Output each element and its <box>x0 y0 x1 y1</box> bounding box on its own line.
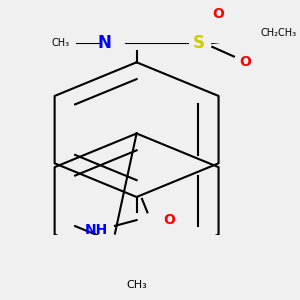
Text: S: S <box>193 34 205 52</box>
Text: O: O <box>163 213 175 227</box>
Text: CH₃: CH₃ <box>126 280 147 290</box>
Text: N: N <box>97 34 111 52</box>
Text: CH₂CH₃: CH₂CH₃ <box>261 28 297 38</box>
Text: O: O <box>239 55 251 69</box>
Text: O: O <box>212 7 224 21</box>
Text: CH₃: CH₃ <box>52 38 70 48</box>
Text: NH: NH <box>84 223 108 237</box>
